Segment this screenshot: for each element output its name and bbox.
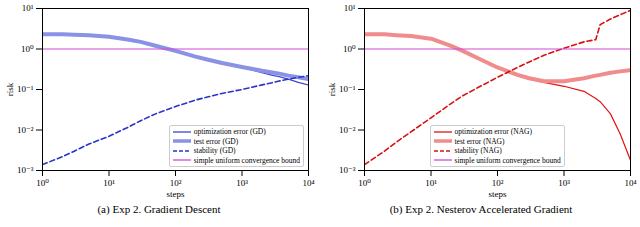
svg-text:10¹: 10¹: [103, 178, 115, 188]
html-text:test error (NAG): test error (NAG): [454, 136, 505, 146]
html-text:(b) Exp 2. Nesterov Accelerate: (b) Exp 2. Nesterov Accelerated Gradient: [389, 203, 573, 215]
svg-text:10⁴: 10⁴: [624, 178, 636, 188]
svg-text:10³: 10³: [236, 178, 248, 188]
svg-text:10⁻²: 10⁻²: [17, 125, 34, 135]
svg-text:risk: risk: [327, 82, 337, 96]
html-text:stability (NAG): stability (NAG): [454, 146, 502, 155]
svg-text:10⁻²: 10⁻²: [339, 125, 356, 135]
svg-text:10²: 10²: [170, 178, 182, 188]
svg-text:10⁻¹: 10⁻¹: [17, 84, 34, 94]
html-text:simple uniform convergence bou: simple uniform convergence bound: [454, 155, 561, 165]
svg-text:10³: 10³: [558, 178, 570, 188]
svg-text:10¹: 10¹: [425, 178, 437, 188]
svg-text:10⁻¹: 10⁻¹: [339, 84, 356, 94]
svg-text:10⁰: 10⁰: [343, 44, 356, 54]
html-text:stability (GD): stability (GD): [193, 146, 236, 155]
svg-text:10⁻³: 10⁻³: [339, 165, 356, 175]
html-text:optimization error (GD): optimization error (GD): [193, 127, 266, 136]
svg-text:10⁰: 10⁰: [36, 178, 49, 188]
html-text:optimization error (NAG): optimization error (NAG): [454, 127, 532, 136]
svg-text:10²: 10²: [492, 178, 504, 188]
svg-text:10¹: 10¹: [22, 3, 34, 13]
html-text:simple uniform convergence bou: simple uniform convergence bound: [193, 155, 300, 165]
svg-text:steps: steps: [489, 189, 507, 199]
svg-text:steps: steps: [167, 189, 185, 199]
svg-text:10⁰: 10⁰: [21, 44, 34, 54]
svg-text:10¹: 10¹: [344, 3, 356, 13]
svg-text:10⁰: 10⁰: [358, 178, 371, 188]
html-text:(a) Exp 2. Gradient Descent: (a) Exp 2. Gradient Descent: [97, 203, 221, 215]
svg-text:10⁴: 10⁴: [302, 178, 314, 188]
svg-text:10⁻³: 10⁻³: [17, 165, 34, 175]
html-text:test error (GD): test error (GD): [193, 136, 239, 146]
svg-text:risk: risk: [5, 82, 15, 96]
